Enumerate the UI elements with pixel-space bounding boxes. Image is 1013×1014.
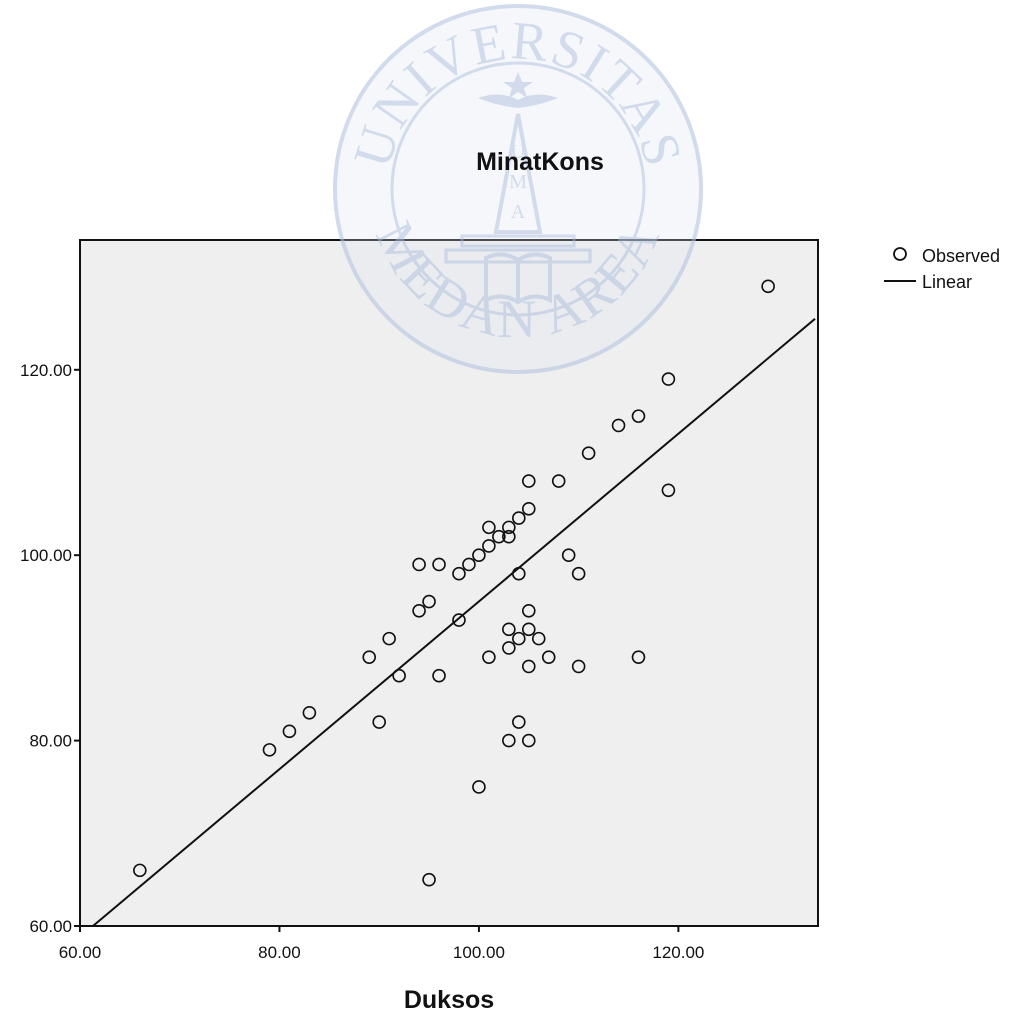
- legend-linear-label: Linear: [922, 272, 972, 292]
- observed-point: [502, 520, 516, 535]
- legend: Observed Linear: [884, 246, 1000, 292]
- x-axis: 60.00 80.00 100.00 120.00: [59, 926, 704, 962]
- observed-point: [631, 409, 646, 423]
- star-icon: [503, 72, 533, 98]
- x-tick-label: 120.00: [652, 943, 704, 962]
- observed-point: [541, 650, 556, 664]
- observed-point: [561, 548, 576, 562]
- observed-point: [422, 594, 436, 609]
- x-tick-label: 80.00: [258, 943, 301, 962]
- observed-point: [262, 743, 277, 757]
- observed-point: [521, 604, 536, 618]
- observed-point: [382, 631, 396, 646]
- observed-point: [452, 613, 466, 627]
- observed-point: [502, 529, 516, 544]
- observed-point: [512, 631, 526, 646]
- seal-monogram-u: U: [511, 141, 526, 163]
- seal-outer-ring: [333, 4, 703, 374]
- open-book-icon: [484, 252, 552, 305]
- seal-inner-ring: [390, 61, 646, 317]
- observed-point: [521, 733, 536, 748]
- legend-observed-label: Observed: [922, 246, 1000, 266]
- observed-point: [482, 539, 496, 553]
- observed-point: [482, 520, 496, 535]
- x-axis-title: Duksos: [404, 986, 494, 1014]
- observed-point: [282, 724, 297, 739]
- y-tick-label: 100.00: [20, 546, 72, 565]
- observed-point: [392, 668, 406, 683]
- observed-point: [362, 650, 377, 664]
- observed-point: [581, 446, 596, 461]
- observed-point: [472, 548, 486, 562]
- observed-point: [422, 872, 436, 887]
- observed-point: [452, 566, 466, 581]
- observed-point: [512, 511, 526, 525]
- observed-point: [521, 659, 536, 674]
- observed-point: [302, 705, 317, 720]
- x-tick-label: 60.00: [59, 943, 102, 962]
- observed-point: [661, 483, 676, 498]
- observed-point: [462, 557, 476, 572]
- plot-area: [79, 239, 819, 927]
- seal-monogram-a: A: [511, 201, 526, 223]
- wings-icon: [478, 94, 558, 108]
- observed-point: [412, 557, 426, 572]
- observed-point: [761, 279, 775, 294]
- y-tick-label: 80.00: [29, 732, 72, 751]
- observed-point: [133, 863, 147, 878]
- observed-point: [502, 733, 516, 748]
- seal-steps-1: [460, 234, 576, 248]
- legend-observed-marker: [893, 247, 907, 261]
- observed-point: [531, 631, 546, 646]
- obelisk-icon: [493, 113, 543, 234]
- observed-point: [512, 715, 526, 729]
- observed-point: [482, 650, 496, 664]
- observed-points: [133, 279, 775, 887]
- observed-point: [502, 641, 516, 655]
- observed-point: [611, 418, 626, 433]
- observed-point: [571, 566, 586, 581]
- observed-point: [521, 622, 536, 637]
- y-tick-label: 60.00: [29, 917, 72, 936]
- observed-point: [521, 502, 536, 516]
- observed-point: [472, 780, 486, 794]
- observed-point: [502, 622, 516, 637]
- chart-title: MinatKons: [476, 148, 604, 176]
- university-seal-watermark: UNIVERSITAS MEDAN AREA U M A: [333, 4, 703, 374]
- observed-point: [492, 529, 506, 544]
- x-tick-label: 100.00: [453, 943, 505, 962]
- observed-point: [521, 474, 536, 488]
- observed-point: [571, 659, 586, 674]
- y-tick-label: 120.00: [20, 361, 72, 380]
- seal-monogram-m: M: [509, 171, 527, 193]
- observed-point: [412, 604, 426, 618]
- y-axis: 60.00 80.00 100.00 120.00: [20, 361, 80, 936]
- observed-point: [661, 372, 676, 386]
- observed-point: [372, 715, 386, 729]
- observed-point: [551, 474, 566, 488]
- observed-point: [631, 650, 646, 664]
- observed-point: [432, 557, 446, 572]
- observed-point: [512, 566, 526, 581]
- observed-point: [432, 668, 446, 683]
